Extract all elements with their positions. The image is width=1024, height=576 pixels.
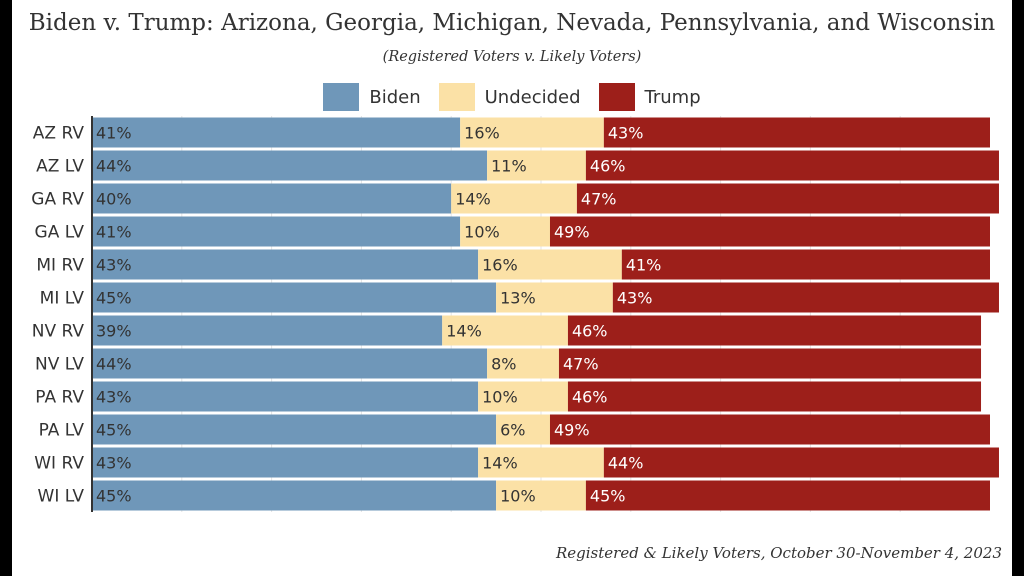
data-label-trump: 43% xyxy=(608,124,644,143)
data-label-trump: 46% xyxy=(572,322,608,341)
bar-undecided xyxy=(460,216,550,247)
data-label-biden: 43% xyxy=(96,388,132,407)
bar-undecided xyxy=(478,381,568,412)
legend-swatch-undecided xyxy=(438,83,475,111)
bar-biden xyxy=(92,480,497,511)
legend: Biden Undecided Trump xyxy=(12,82,1012,112)
data-label-undecided: 14% xyxy=(446,322,482,341)
data-label-undecided: 10% xyxy=(500,487,536,506)
data-label-trump: 46% xyxy=(572,388,608,407)
data-label-biden: 45% xyxy=(96,421,132,440)
chart-subtitle: (Registered Voters v. Likely Voters) xyxy=(382,49,642,65)
data-label-trump: 45% xyxy=(590,487,626,506)
legend-item-undecided: Undecided xyxy=(438,83,581,111)
category-label: AZ LV xyxy=(36,157,84,177)
category-label: PA RV xyxy=(35,388,84,408)
category-label: WI RV xyxy=(34,454,84,474)
bar-undecided xyxy=(442,315,568,346)
data-label-biden: 45% xyxy=(96,487,132,506)
legend-swatch-trump xyxy=(598,83,635,111)
legend-swatch-biden xyxy=(323,83,360,111)
category-label: NV RV xyxy=(32,322,85,342)
legend-label-biden: Biden xyxy=(369,86,421,108)
data-label-trump: 44% xyxy=(608,454,644,473)
category-label: GA LV xyxy=(35,223,85,243)
bar-undecided xyxy=(496,414,550,445)
data-label-undecided: 6% xyxy=(500,421,525,440)
bar-trump xyxy=(585,480,990,511)
data-label-trump: 47% xyxy=(563,355,599,374)
chart-frame: Biden v. Trump: Arizona, Georgia, Michig… xyxy=(12,0,1012,576)
data-label-trump: 47% xyxy=(581,190,617,209)
category-label: NV LV xyxy=(35,355,84,375)
data-label-undecided: 16% xyxy=(482,256,518,275)
data-label-biden: 45% xyxy=(96,289,132,308)
legend-item-trump: Trump xyxy=(598,83,701,111)
data-label-trump: 49% xyxy=(554,223,590,242)
data-label-undecided: 11% xyxy=(491,157,527,176)
data-label-undecided: 10% xyxy=(464,223,500,242)
bar-trump xyxy=(612,282,999,313)
bar-undecided xyxy=(478,249,622,280)
bar-undecided xyxy=(478,447,604,478)
category-label: MI RV xyxy=(36,256,84,276)
bar-trump xyxy=(558,348,982,379)
category-label: GA RV xyxy=(31,190,84,210)
bar-biden xyxy=(92,381,479,412)
data-label-biden: 44% xyxy=(96,157,132,176)
data-label-biden: 39% xyxy=(96,322,132,341)
bar-biden xyxy=(92,249,479,280)
category-label: PA LV xyxy=(39,421,85,441)
bar-biden xyxy=(92,348,488,379)
data-label-biden: 41% xyxy=(96,223,132,242)
bar-undecided xyxy=(487,150,586,181)
data-label-biden: 44% xyxy=(96,355,132,374)
bar-trump xyxy=(549,216,990,247)
data-label-trump: 49% xyxy=(554,421,590,440)
data-label-undecided: 16% xyxy=(464,124,500,143)
bar-biden xyxy=(92,150,488,181)
data-label-trump: 43% xyxy=(617,289,653,308)
bar-trump xyxy=(576,183,999,214)
bar-trump xyxy=(549,414,990,445)
category-label: AZ RV xyxy=(33,124,85,144)
bar-biden xyxy=(92,282,497,313)
stacked-bar-chart: 41% 16% 43% AZ RV 44% 11% 46% AZ LV 40% 14% 47% GA … xyxy=(31,116,999,512)
bar-biden xyxy=(92,117,461,148)
data-label-undecided: 14% xyxy=(455,190,491,209)
legend-label-undecided: Undecided xyxy=(484,86,581,108)
category-label: WI LV xyxy=(38,487,85,507)
bar-biden xyxy=(92,315,443,346)
chart-title: Biden v. Trump: Arizona, Georgia, Michig… xyxy=(28,10,996,36)
data-label-undecided: 14% xyxy=(482,454,518,473)
bar-biden xyxy=(92,414,497,445)
data-label-biden: 43% xyxy=(96,454,132,473)
legend-item-biden: Biden xyxy=(323,83,421,111)
data-label-trump: 46% xyxy=(590,157,626,176)
data-label-trump: 41% xyxy=(626,256,662,275)
bar-trump xyxy=(603,447,999,478)
bar-undecided xyxy=(487,348,559,379)
bar-trump xyxy=(621,249,990,280)
bar-trump xyxy=(567,381,982,412)
data-label-biden: 43% xyxy=(96,256,132,275)
bar-undecided xyxy=(460,117,604,148)
bar-undecided xyxy=(496,480,586,511)
bar-biden xyxy=(92,216,461,247)
bar-undecided xyxy=(451,183,577,214)
bar-trump xyxy=(585,150,999,181)
bar-trump xyxy=(603,117,990,148)
chart-footer: Registered & Likely Voters, October 30-N… xyxy=(555,544,1002,562)
legend-label-trump: Trump xyxy=(644,86,701,108)
bar-trump xyxy=(567,315,982,346)
data-label-biden: 41% xyxy=(96,124,132,143)
data-label-undecided: 10% xyxy=(482,388,518,407)
data-label-undecided: 8% xyxy=(491,355,516,374)
data-label-biden: 40% xyxy=(96,190,132,209)
data-label-undecided: 13% xyxy=(500,289,536,308)
bar-undecided xyxy=(496,282,613,313)
category-label: MI LV xyxy=(40,289,85,309)
bar-biden xyxy=(92,447,479,478)
bar-biden xyxy=(92,183,452,214)
